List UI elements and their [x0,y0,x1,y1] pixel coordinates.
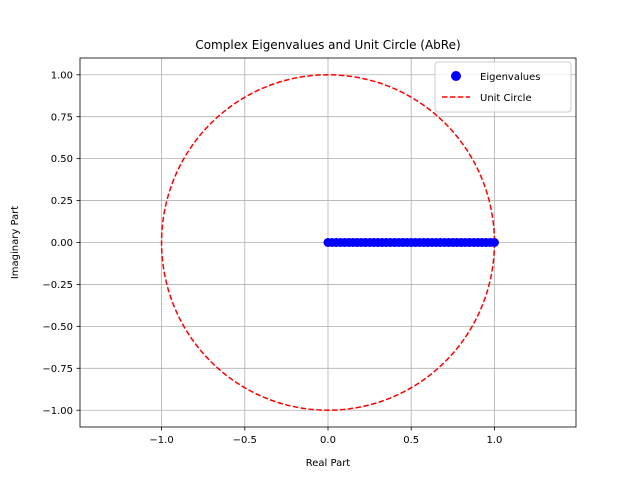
y-tick-label: 1.00 [51,70,73,81]
legend-frame [434,61,572,113]
x-tick-label: 0.0 [320,435,336,446]
y-tick-label: 0.00 [51,238,73,249]
x-axis-label: Real Part [306,458,351,469]
x-tick-label: 0.5 [403,435,419,446]
y-tick-label: 0.75 [51,112,73,123]
x-axis: −1.0 −0.5 0.0 0.5 1.0 [149,427,502,446]
y-axis: −1.00 −0.75 −0.50 −0.25 0.00 0.25 0.50 0.75 1.00 [42,70,80,417]
series-layer [160,74,499,411]
y-tick-label: −0.50 [42,322,73,333]
y-tick-label: 0.50 [51,154,73,165]
y-tick-label: −0.25 [42,280,73,291]
legend-marker-eigenvalues [451,71,461,81]
y-tick-label: 0.25 [51,196,73,207]
eigenvalue-point [489,238,499,247]
y-tick-label: −1.00 [42,406,73,417]
y-tick-label: −0.75 [42,364,73,375]
x-tick-label: 1.0 [486,435,502,446]
chart-title: Complex Eigenvalues and Unit Circle (AbR… [195,38,460,52]
legend-label-unit-circle: Unit Circle [480,93,532,104]
y-axis-label: Imaginary Part [10,206,21,279]
x-tick-label: −0.5 [233,435,257,446]
legend: Eigenvalues Unit Circle [434,61,572,113]
grid [80,58,576,427]
x-tick-label: −1.0 [149,435,173,446]
legend-label-eigenvalues: Eigenvalues [480,72,540,83]
